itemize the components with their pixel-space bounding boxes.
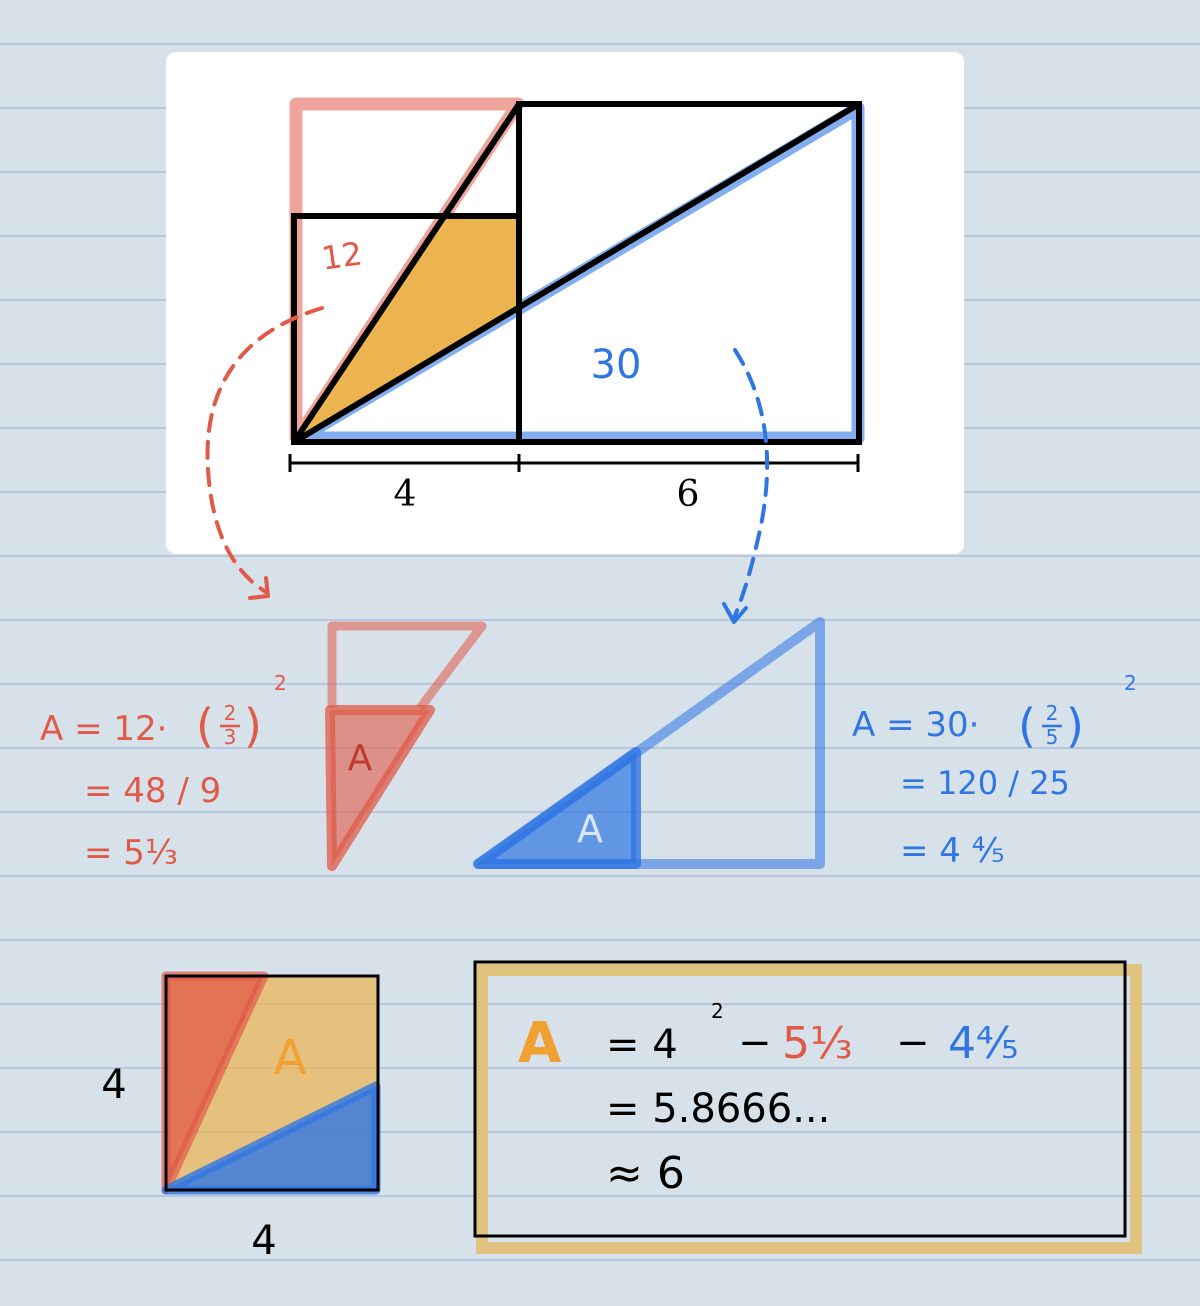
blue-triangle-drawing: A <box>473 617 825 869</box>
blue-triangle-label: A <box>577 807 603 851</box>
result-term-red: 5⅓ <box>782 1018 853 1069</box>
red-open-paren: ( <box>196 699 214 753</box>
result-minus1: − <box>738 1020 772 1066</box>
square-diagram: A 4 4 <box>101 971 381 1264</box>
red-line2: = 48 / 9 <box>84 771 221 811</box>
red-line3: = 5⅓ <box>84 833 178 873</box>
blue-line2: = 120 / 25 <box>900 764 1070 802</box>
square-outline <box>164 974 380 1192</box>
square-region-label: A <box>274 1030 307 1086</box>
figure-outlines <box>291 101 862 445</box>
red-triangle-label: A <box>348 738 373 779</box>
square-side-left: 4 <box>101 1062 126 1108</box>
blue-exponent: 2 <box>1124 671 1137 695</box>
blue-formula: A = 30· <box>852 705 979 745</box>
result-exp: 2 <box>711 999 724 1023</box>
red-calculation: A = 12· ( 2 3 ) 2 = 48 / 9 = 5⅓ <box>40 671 287 873</box>
blue-frac-den: 5 <box>1046 725 1059 749</box>
blue-shaded-triangle <box>473 747 641 869</box>
shaded-region <box>296 218 518 440</box>
figure-card <box>166 52 964 554</box>
blue-open-paren: ( <box>1018 699 1036 753</box>
red-dashed-arrow <box>205 306 324 600</box>
blue-line3: = 4 ⁴⁄₅ <box>900 831 1005 871</box>
result-line3: ≈ 6 <box>606 1148 685 1199</box>
result-minus2: − <box>896 1020 930 1066</box>
result-gold-frame <box>476 964 1142 1254</box>
width-right-label: 6 <box>677 474 700 515</box>
red-triangle-drawing: A <box>325 621 487 871</box>
dimension-bar <box>288 454 860 472</box>
red-exponent: 2 <box>274 671 287 695</box>
red-close-paren: ) <box>244 699 262 753</box>
blue-calculation: A = 30· ( 2 5 ) 2 = 120 / 25 = 4 ⁴⁄₅ <box>852 671 1137 871</box>
square-side-bottom: 4 <box>251 1218 276 1264</box>
small-area-label: 12 <box>319 234 365 277</box>
result-eq1: = 4 <box>606 1022 678 1068</box>
large-area-label: 30 <box>591 342 642 388</box>
blue-dashed-arrow <box>722 348 770 624</box>
width-left-label: 4 <box>394 474 417 515</box>
main-figure: 4 6 12 30 <box>288 97 865 515</box>
result-line2: = 5.8666... <box>606 1086 830 1132</box>
result-black-frame <box>473 960 1127 1238</box>
red-frac-num: 2 <box>224 701 237 725</box>
blue-frac-num: 2 <box>1046 701 1059 725</box>
red-shaded-triangle <box>325 705 435 871</box>
red-frac-den: 3 <box>224 725 237 749</box>
blue-close-paren: ) <box>1066 699 1084 753</box>
result-term-blue: 4⁴⁄₅ <box>948 1018 1019 1069</box>
result-a-label: A <box>518 1011 562 1076</box>
result-box: A = 4 2 − 5⅓ − 4⁴⁄₅ = 5.8666... ≈ 6 <box>473 960 1142 1254</box>
red-formula: A = 12· <box>40 709 167 749</box>
